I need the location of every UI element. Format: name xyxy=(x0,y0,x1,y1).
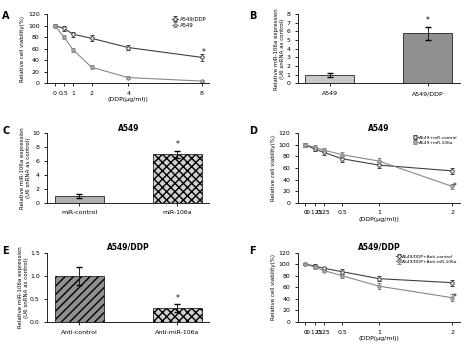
Text: A: A xyxy=(2,10,9,21)
Y-axis label: Relative cell viability(%): Relative cell viability(%) xyxy=(271,135,276,201)
Legend: A549/DDP, A549: A549/DDP, A549 xyxy=(172,17,207,28)
Y-axis label: Relative miR-106a expression
(U6 snRNA as control): Relative miR-106a expression (U6 snRNA a… xyxy=(18,246,28,328)
Bar xyxy=(403,33,452,83)
Text: E: E xyxy=(2,246,9,256)
Text: F: F xyxy=(249,246,256,256)
Text: C: C xyxy=(2,126,9,136)
Legend: A549/DDP+Anti-control, A549/DDP+Anti-mR-106a: A549/DDP+Anti-control, A549/DDP+Anti-mR-… xyxy=(396,255,457,264)
Title: A549: A549 xyxy=(118,124,139,133)
Bar xyxy=(153,154,202,203)
Title: A549: A549 xyxy=(368,124,390,133)
Text: *: * xyxy=(452,293,456,302)
Bar xyxy=(55,196,104,203)
Y-axis label: Relative cell viability(%): Relative cell viability(%) xyxy=(271,254,276,320)
Title: A549/DDP: A549/DDP xyxy=(357,243,401,252)
Text: *: * xyxy=(202,48,206,57)
Text: *: * xyxy=(452,182,456,191)
Text: *: * xyxy=(175,294,179,303)
Bar xyxy=(55,276,104,322)
Bar xyxy=(153,308,202,322)
Y-axis label: Relative cell viability(%): Relative cell viability(%) xyxy=(20,16,25,82)
Title: A549/DDP: A549/DDP xyxy=(107,243,150,252)
X-axis label: (DDP(μg/ml)): (DDP(μg/ml)) xyxy=(358,336,400,341)
X-axis label: (DDP(μg/ml)): (DDP(μg/ml)) xyxy=(108,97,149,103)
Text: *: * xyxy=(426,16,430,25)
Bar xyxy=(305,75,355,83)
X-axis label: (DDP(μg/ml)): (DDP(μg/ml)) xyxy=(358,217,400,222)
Text: B: B xyxy=(249,10,257,21)
Y-axis label: Relative miR-106a expression
(U6 snRNA as control): Relative miR-106a expression (U6 snRNA a… xyxy=(20,127,31,209)
Text: D: D xyxy=(249,126,257,136)
Y-axis label: Relative miR-106a expression
(U6 snRNA as control): Relative miR-106a expression (U6 snRNA a… xyxy=(274,8,285,90)
Text: *: * xyxy=(175,140,179,149)
Legend: A549+mR-control, A549+mR-106a: A549+mR-control, A549+mR-106a xyxy=(413,135,457,145)
